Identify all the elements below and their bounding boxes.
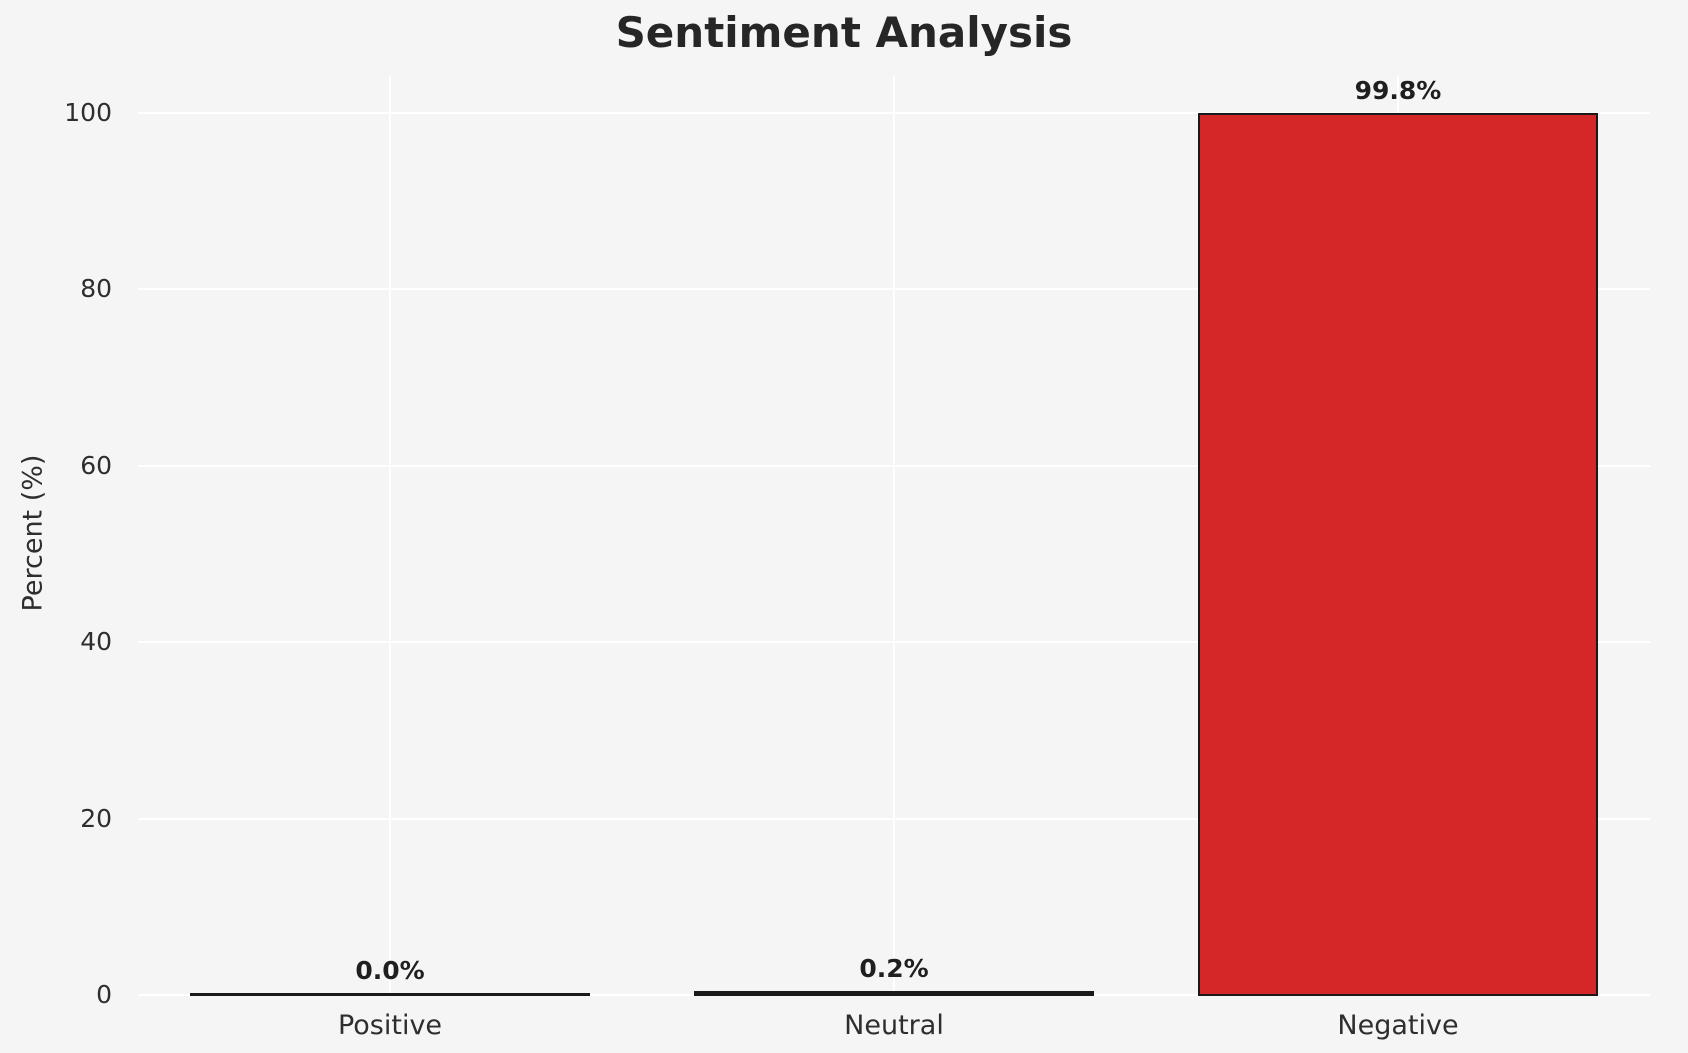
y-tick-label: 0 <box>96 980 112 1009</box>
bar-neutral <box>694 991 1094 996</box>
y-tick-label: 60 <box>80 450 112 480</box>
vertical-gridline <box>389 76 391 995</box>
vertical-gridline <box>893 76 895 995</box>
x-tick-label-positive: Positive <box>337 1010 443 1041</box>
bar-value-label: 0.2% <box>859 954 929 983</box>
y-tick-label: 80 <box>80 274 112 304</box>
bar-positive <box>190 993 590 996</box>
bar-value-label: 99.8% <box>1354 76 1442 105</box>
bar-negative <box>1198 113 1598 996</box>
chart-title: Sentiment Analysis <box>615 8 1073 57</box>
x-tick-label-negative: Negative <box>1337 1010 1459 1041</box>
y-tick-label: 40 <box>80 627 112 657</box>
y-tick-label: 20 <box>80 803 112 833</box>
x-tick-label-neutral: Neutral <box>844 1010 944 1041</box>
bar-value-label: 0.0% <box>355 956 425 985</box>
y-tick-label: 100 <box>64 98 112 127</box>
